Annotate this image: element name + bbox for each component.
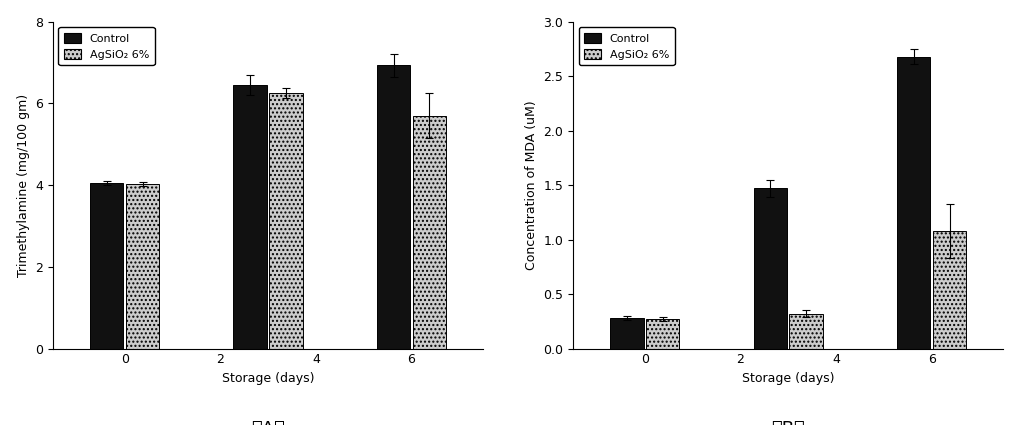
Bar (789, 314, 822, 348)
Bar (90, 183, 123, 348)
Legend: Control, AgSiO₂ 6%: Control, AgSiO₂ 6% (578, 27, 674, 65)
Y-axis label: Concentration of MDA (uM): Concentration of MDA (uM) (525, 100, 537, 270)
Bar (269, 93, 303, 348)
X-axis label: Storage (days): Storage (days) (741, 372, 834, 385)
Bar (645, 319, 679, 348)
Bar (609, 318, 643, 348)
Text: （B）: （B） (770, 420, 804, 425)
Bar (233, 85, 267, 348)
Bar (376, 65, 410, 348)
Bar (896, 57, 929, 348)
Bar (753, 188, 787, 348)
Bar (413, 116, 445, 348)
Legend: Control, AgSiO₂ 6%: Control, AgSiO₂ 6% (58, 27, 155, 65)
X-axis label: Storage (days): Storage (days) (221, 372, 314, 385)
Bar (125, 184, 159, 348)
Y-axis label: Trimethylamine (mg/100 gm): Trimethylamine (mg/100 gm) (16, 94, 30, 277)
Bar (932, 231, 965, 348)
Text: （A）: （A） (251, 420, 284, 425)
